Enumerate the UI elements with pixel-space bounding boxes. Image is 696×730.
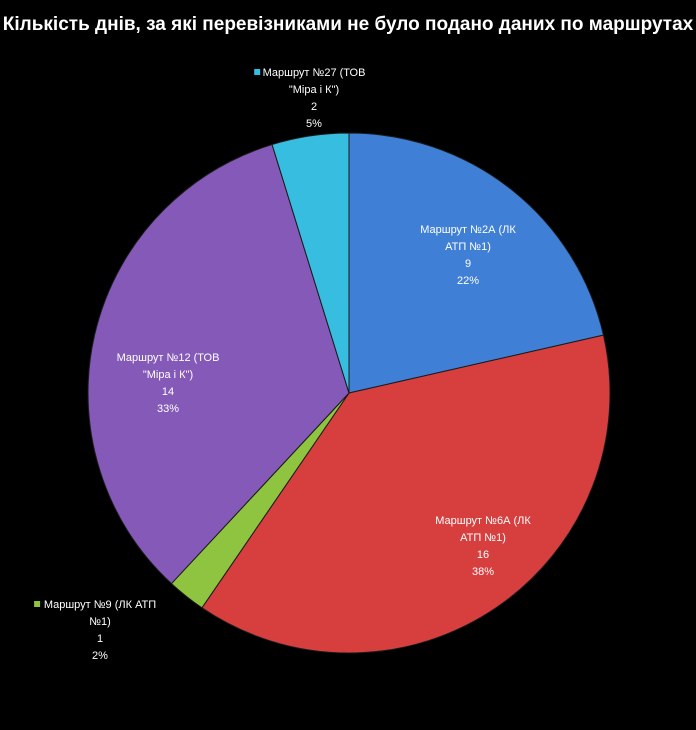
data-label-percent: 33% xyxy=(157,403,179,415)
data-label-label-line: АТП №1) xyxy=(460,532,506,544)
pie-slice-1 xyxy=(348,132,605,394)
data-label-percent: 2% xyxy=(92,650,108,662)
data-label-value: 9 xyxy=(465,258,471,270)
legend-key-icon xyxy=(254,69,261,75)
data-label-label-line: АТП №1) xyxy=(445,241,491,253)
chart-title: Кількість днів, за які перевізниками не … xyxy=(2,14,694,35)
data-label-percent: 38% xyxy=(472,566,494,578)
data-label-label-line: Маршрут №12 (ТОВ xyxy=(117,352,220,364)
data-label-label-line: №1) xyxy=(89,616,111,628)
data-label-4: Маршрут №12 (ТОВ "Міра і К") 14 33% xyxy=(108,352,219,415)
data-label-label-line: Маршрут №2А (ЛК xyxy=(420,224,516,236)
data-label-label-line: Маршрут №9 (ЛК АТП xyxy=(44,599,156,611)
data-label-label-line: "Міра і К") xyxy=(289,84,339,96)
data-label-5: Маршрут №27 (ТОВ "Міра і К") 2 5% xyxy=(254,67,365,130)
legend-key-icon xyxy=(34,601,41,607)
legend-key-icon xyxy=(411,226,418,232)
data-label-1: Маршрут №2А (ЛК АТП №1) 9 22% xyxy=(411,224,516,287)
pie-slice-4 xyxy=(87,143,350,585)
pie-slice-5 xyxy=(271,132,350,394)
data-label-value: 16 xyxy=(477,549,489,561)
data-label-percent: 22% xyxy=(457,275,479,287)
data-label-value: 2 xyxy=(311,101,317,113)
data-label-percent: 5% xyxy=(306,118,322,130)
data-label-label-line: Маршрут №27 (ТОВ xyxy=(263,67,366,79)
legend-key-icon xyxy=(108,354,115,360)
data-label-label-line: Маршрут №6А (ЛК xyxy=(435,515,531,527)
legend-key-icon xyxy=(426,517,433,523)
data-label-2: Маршрут №6А (ЛК АТП №1) 16 38% xyxy=(426,515,531,578)
data-label-value: 14 xyxy=(162,386,174,398)
data-label-value: 1 xyxy=(97,633,103,645)
data-label-label-line: "Міра і К") xyxy=(143,369,193,381)
pie-slices xyxy=(87,132,611,654)
data-label-3: Маршрут №9 (ЛК АТП №1) 1 2% xyxy=(34,599,156,662)
pie-slice-2 xyxy=(201,334,611,654)
